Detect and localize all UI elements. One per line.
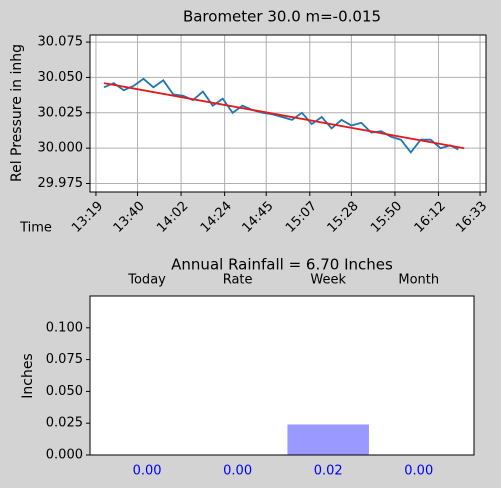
value-label: 0.02 <box>314 464 343 479</box>
bar <box>287 424 369 455</box>
plot-area <box>90 35 486 192</box>
y-tick-label: 0.000 <box>46 448 83 463</box>
y-axis-label: Inches <box>20 353 36 398</box>
y-tick-label: 0.075 <box>46 352 83 367</box>
line-series <box>103 77 459 154</box>
category-label: Rate <box>223 273 253 288</box>
x-tick-label: 15:50 <box>368 199 405 236</box>
chart-2: 0.000 0.025 0.050 0.075 0.100 Today 0.00 Rate 0.… <box>46 273 439 479</box>
category-label: Week <box>310 273 346 288</box>
x-tick-label: 14:45 <box>239 199 276 236</box>
x-tick-label: 15:07 <box>283 199 320 236</box>
x-tick-label: 13:40 <box>111 199 148 236</box>
chart-title: Barometer 30.0 m=-0.015 <box>183 8 381 26</box>
x-tick-label: 13:19 <box>69 199 106 236</box>
y-tick-label: 0.025 <box>46 416 83 431</box>
y-axis-label: Rel Pressure in inhg <box>9 44 25 182</box>
y-tick-label: 29.975 <box>38 176 84 191</box>
x-tick-label: 16:12 <box>412 199 449 236</box>
category-label: Today <box>127 273 166 288</box>
chart-title: Annual Rainfall = 6.70 Inches <box>171 256 393 274</box>
y-tick-label: 0.050 <box>46 384 83 399</box>
y-tick-label: 30.075 <box>38 35 84 50</box>
value-label: 0.00 <box>223 464 252 479</box>
x-tick-label: 14:02 <box>154 199 191 236</box>
y-tick-label: 30.025 <box>38 105 84 120</box>
category-label: Month <box>398 273 439 288</box>
y-tick-label: 0.100 <box>46 320 83 335</box>
y-tick-label: 30.000 <box>38 141 84 156</box>
x-tick-label: 14:24 <box>198 199 235 236</box>
value-label: 0.00 <box>133 464 162 479</box>
line-series <box>103 82 465 150</box>
value-label: 0.00 <box>404 464 433 479</box>
y-tick-label: 30.050 <box>38 70 84 85</box>
x-tick-label: 15:28 <box>325 199 362 236</box>
axes-frame <box>89 34 487 193</box>
x-axis-label: Time <box>19 221 52 236</box>
x-tick-label: 16:33 <box>453 199 490 236</box>
plot-area <box>90 296 474 455</box>
axes-frame <box>89 295 475 456</box>
